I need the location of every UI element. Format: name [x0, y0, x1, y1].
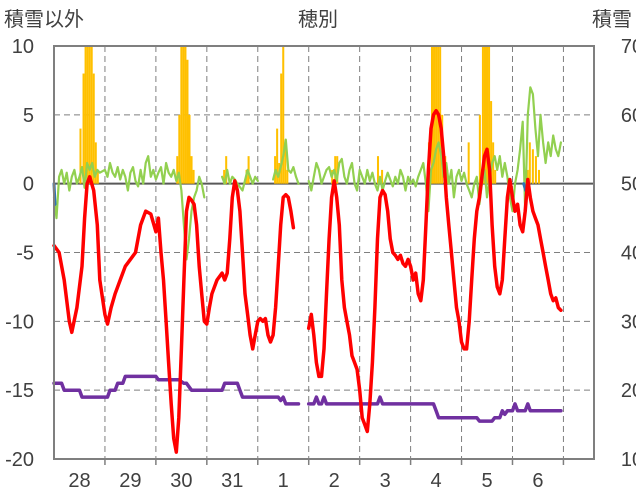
left-axis-title: 積雪以外 [4, 7, 84, 31]
precipitation-bar [188, 114, 191, 184]
x-tick-label: 6 [532, 470, 543, 492]
right-tick-label: 40 [621, 243, 636, 265]
precipitation-bar [92, 73, 95, 184]
wind-line [52, 155, 206, 261]
x-tick-label: 1 [278, 470, 289, 492]
precipitation-bar [376, 156, 380, 184]
precipitation-bar [478, 114, 481, 184]
temperature-line [306, 108, 563, 434]
precipitation-bar [276, 128, 279, 184]
left-tick-label: -15 [5, 380, 34, 402]
grid-layer [54, 46, 594, 459]
plot-border [53, 45, 595, 460]
precipitation-bar [84, 46, 87, 184]
x-tick-label: 2 [329, 470, 340, 492]
right-tick-label: 60 [621, 105, 636, 127]
right-tick-label: 30 [621, 311, 636, 333]
precipitation-bar [381, 169, 384, 184]
precipitation-bar [186, 59, 189, 184]
left-tick-label: 10 [12, 36, 34, 58]
x-tick-label: 30 [170, 470, 192, 492]
left-tick-label: -10 [5, 311, 34, 333]
left-tick-label: 0 [23, 174, 34, 196]
precipitation-bar [531, 149, 534, 184]
wind-line [307, 86, 562, 213]
right-axis-ticks: 70 60 50 40 30 20 10 [621, 36, 636, 471]
precipitation-bar [486, 46, 489, 184]
precipitation-bar [182, 46, 185, 184]
precipitation-bar [280, 73, 283, 184]
precipitation-bar [190, 156, 193, 184]
precipitation-bar [223, 169, 226, 184]
precipitation-bar [467, 142, 470, 184]
precipitation-bar [192, 169, 195, 184]
precipitation-bar [88, 46, 91, 184]
chart-title: 穂別 [298, 7, 338, 31]
precipitation-bar [79, 128, 82, 184]
precipitation-bar [488, 46, 491, 184]
precipitation-bar [82, 73, 85, 184]
right-tick-label: 50 [621, 174, 636, 196]
precipitation-bar [286, 169, 289, 184]
left-tick-label: 5 [23, 105, 34, 127]
precipitation-bar [494, 169, 497, 184]
x-tick-label: 31 [221, 470, 243, 492]
precipitation-bar [483, 46, 486, 184]
precipitation-bar [180, 46, 183, 184]
precipitation-bar [537, 169, 540, 184]
precipitation-bar [534, 156, 537, 184]
x-tick-label: 5 [481, 470, 492, 492]
precipitation-bar [178, 114, 181, 184]
precipitation-bar [96, 169, 99, 184]
snow_depth-line [306, 395, 563, 423]
precipitation-bar [481, 46, 484, 184]
left-tick-label: -20 [5, 449, 34, 471]
precipitation-bar [282, 46, 285, 184]
precipitation-bar [526, 169, 529, 184]
precipitation-bar [284, 142, 287, 184]
x-tick-label: 29 [119, 470, 141, 492]
x-tick-label: 4 [431, 470, 442, 492]
temperature-line [52, 175, 296, 454]
x-tick-label: 28 [68, 470, 90, 492]
precipitation-bar [86, 46, 89, 184]
x-axis-ticks: 28 29 30 31 1 2 3 4 5 6 [68, 459, 565, 492]
precipitation-bar [184, 46, 187, 184]
plot-frame [53, 45, 595, 460]
right-tick-label: 70 [621, 36, 636, 58]
precipitation-bar [528, 142, 531, 184]
snow_depth-line [52, 374, 301, 406]
precipitation-bar [90, 46, 93, 184]
precipitation-bar [490, 101, 493, 184]
series-lines [52, 86, 563, 454]
x-tick-label: 3 [380, 470, 391, 492]
precipitation-bar [435, 46, 438, 184]
right-tick-label: 20 [621, 380, 636, 402]
right-axis-title: 積雪 [592, 7, 632, 31]
precipitation-bar [94, 142, 97, 184]
right-tick-label: 10 [621, 449, 636, 471]
left-axis-ticks: 10 5 0 -5 -10 -15 -20 [5, 36, 34, 471]
wind-line [272, 138, 300, 185]
precipitation-bar [176, 156, 179, 184]
left-tick-label: -5 [16, 243, 34, 265]
wind-line [221, 168, 259, 192]
